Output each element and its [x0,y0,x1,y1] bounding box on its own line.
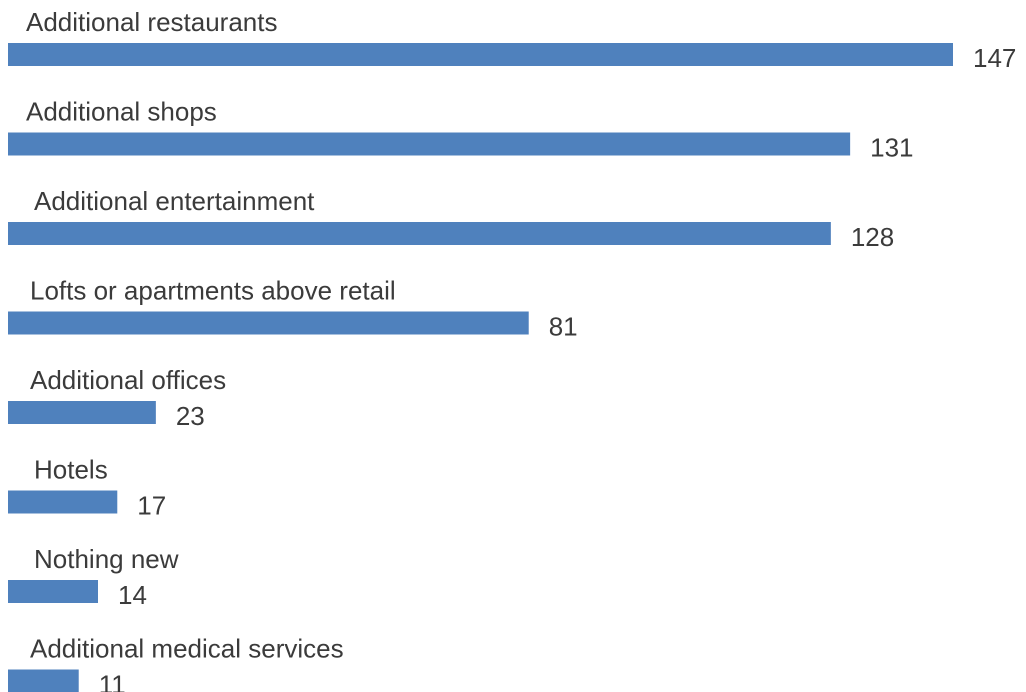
bar-row: Additional shops 131 [8,97,914,163]
bar [8,43,953,66]
category-label: Nothing new [34,544,179,574]
bar-row: Additional offices 23 [8,365,226,431]
bar-row: Hotels 17 [8,455,166,521]
value-label: 17 [137,491,166,521]
bar [8,401,156,424]
bar-row: Additional medical services 11 [8,634,344,692]
value-label: 128 [851,222,894,252]
bars-layer: Additional restaurants 147 Additional shop… [8,7,1016,692]
category-label: Additional restaurants [26,7,277,37]
bar [8,490,118,514]
bar [8,311,529,335]
bar-row: Additional entertainment 128 [8,186,894,252]
value-label: 131 [870,133,913,163]
category-label: Additional shops [26,97,217,127]
value-label: 81 [549,312,578,342]
bar-row: Additional restaurants 147 [8,7,1016,73]
category-label: Additional offices [30,365,226,395]
value-label: 11 [99,670,126,692]
value-label: 147 [973,43,1016,73]
category-label: Additional entertainment [34,186,315,216]
value-label: 14 [118,580,147,610]
bar-row: Lofts or apartments above retail 81 [8,276,578,342]
bar [8,580,98,603]
category-label: Additional medical services [30,634,344,664]
value-label: 23 [176,401,205,431]
bar [8,669,79,692]
bar [8,132,851,156]
category-label: Hotels [34,455,108,485]
bar [8,222,831,245]
bar-row: Nothing new 14 [8,544,179,610]
category-label: Lofts or apartments above retail [30,276,396,306]
